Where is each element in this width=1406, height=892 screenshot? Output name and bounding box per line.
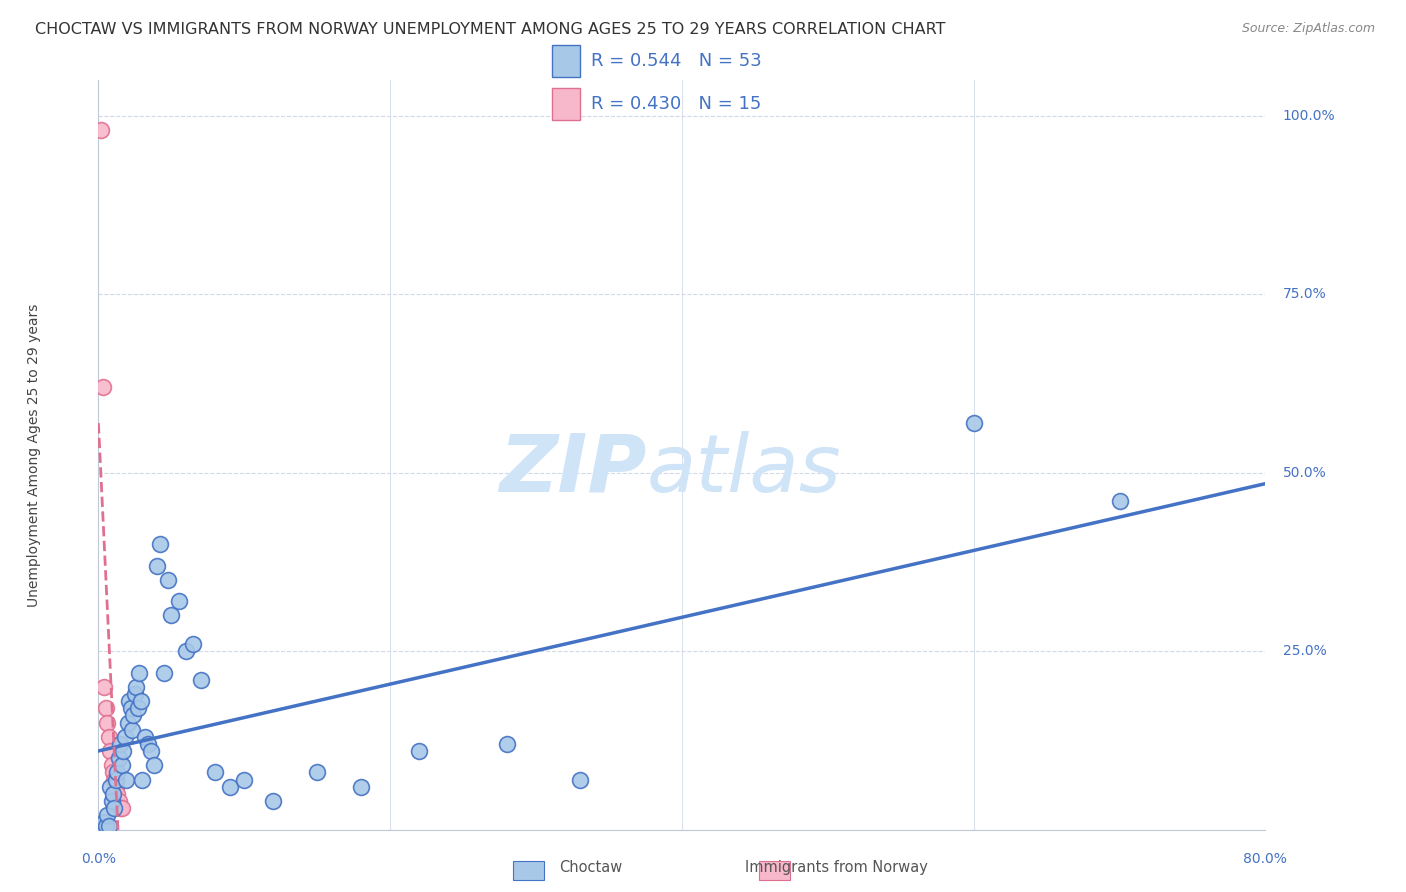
FancyBboxPatch shape xyxy=(553,88,579,120)
Point xyxy=(181,637,204,651)
Point xyxy=(128,665,150,680)
Point xyxy=(97,819,120,833)
Point xyxy=(108,751,131,765)
Point xyxy=(96,715,118,730)
Text: CHOCTAW VS IMMIGRANTS FROM NORWAY UNEMPLOYMENT AMONG AGES 25 TO 29 YEARS CORRELA: CHOCTAW VS IMMIGRANTS FROM NORWAY UNEMPL… xyxy=(35,22,946,37)
Point xyxy=(91,380,114,394)
Point xyxy=(153,665,176,680)
Point xyxy=(125,680,148,694)
Text: atlas: atlas xyxy=(647,431,842,509)
Point xyxy=(204,765,226,780)
Point xyxy=(111,801,134,815)
Point xyxy=(104,780,127,794)
Point xyxy=(127,701,149,715)
Point xyxy=(100,794,122,808)
Text: Source: ZipAtlas.com: Source: ZipAtlas.com xyxy=(1241,22,1375,36)
Point xyxy=(108,794,131,808)
Point xyxy=(408,744,430,758)
Point xyxy=(105,787,128,801)
Point xyxy=(131,772,153,787)
Point xyxy=(104,772,127,787)
Point xyxy=(110,737,132,751)
Point xyxy=(146,558,169,573)
Point xyxy=(117,715,139,730)
Point xyxy=(134,730,156,744)
Point xyxy=(142,758,165,772)
Point xyxy=(112,744,135,758)
Point xyxy=(149,537,172,551)
Point xyxy=(103,801,125,815)
Point xyxy=(110,801,132,815)
Point xyxy=(90,819,112,833)
Text: Choctaw: Choctaw xyxy=(560,860,621,874)
FancyBboxPatch shape xyxy=(553,45,579,77)
Point xyxy=(101,765,124,780)
Point xyxy=(218,780,240,794)
Point xyxy=(94,701,117,715)
Point xyxy=(100,758,122,772)
Text: 80.0%: 80.0% xyxy=(1243,852,1288,866)
Point xyxy=(190,673,212,687)
Point xyxy=(98,780,121,794)
Point xyxy=(120,701,142,715)
Text: Immigrants from Norway: Immigrants from Norway xyxy=(745,860,928,874)
Point xyxy=(139,744,162,758)
Point xyxy=(174,644,197,658)
Point xyxy=(1108,494,1130,508)
Point xyxy=(93,815,115,830)
Point xyxy=(568,772,591,787)
Text: R = 0.544   N = 53: R = 0.544 N = 53 xyxy=(591,52,762,70)
Point xyxy=(157,573,180,587)
Point xyxy=(93,680,115,694)
Point xyxy=(97,730,120,744)
Point xyxy=(307,765,329,780)
Point xyxy=(111,758,134,772)
Point xyxy=(350,780,373,794)
Text: ZIP: ZIP xyxy=(499,431,647,509)
Point xyxy=(962,416,984,430)
Point xyxy=(136,737,159,751)
Point xyxy=(129,694,152,708)
Point xyxy=(121,723,143,737)
Text: 75.0%: 75.0% xyxy=(1282,287,1327,301)
Text: 0.0%: 0.0% xyxy=(82,852,115,866)
Point xyxy=(90,123,112,137)
Text: 25.0%: 25.0% xyxy=(1282,644,1327,658)
Point xyxy=(124,687,146,701)
Point xyxy=(118,694,141,708)
Point xyxy=(114,730,136,744)
Point xyxy=(160,608,183,623)
Text: R = 0.430   N = 15: R = 0.430 N = 15 xyxy=(591,95,761,113)
Text: 50.0%: 50.0% xyxy=(1282,466,1327,480)
Point xyxy=(101,787,124,801)
Point xyxy=(94,819,117,833)
Point xyxy=(496,737,519,751)
Point xyxy=(167,594,190,608)
Point xyxy=(96,808,118,822)
Point xyxy=(115,772,138,787)
Point xyxy=(262,794,284,808)
Point xyxy=(98,744,121,758)
Text: Unemployment Among Ages 25 to 29 years: Unemployment Among Ages 25 to 29 years xyxy=(27,303,41,607)
Point xyxy=(233,772,256,787)
Text: 100.0%: 100.0% xyxy=(1282,109,1336,123)
Point xyxy=(122,708,145,723)
Point xyxy=(91,821,114,835)
Point xyxy=(103,772,125,787)
Point xyxy=(105,765,128,780)
